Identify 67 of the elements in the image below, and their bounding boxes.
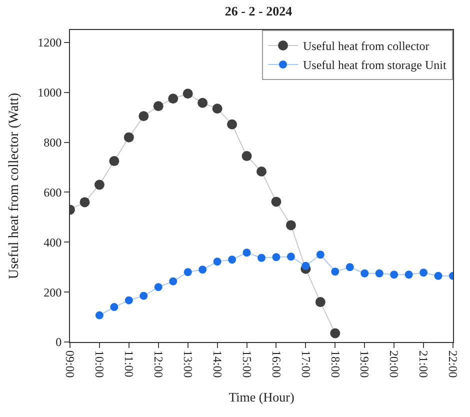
y-tick-label: 0 [56,335,62,350]
x-tick-label: 12:00 [151,350,166,378]
x-tick-label: 20:00 [387,350,402,378]
point [420,268,428,277]
point [346,263,354,272]
point [258,254,266,262]
point [316,250,324,259]
point [168,94,178,104]
point [124,296,133,304]
x-tick-label: 09:00 [63,350,78,378]
x-tick-label: 21:00 [416,350,431,378]
point [80,197,90,208]
point [228,256,236,264]
point [198,98,208,108]
point [95,311,104,320]
x-tick-label: 17:00 [298,350,313,378]
x-tick-label: 19:00 [358,350,372,378]
point [360,269,369,278]
point [184,268,192,276]
point [286,220,296,230]
point [154,283,162,292]
point [227,119,238,130]
chart-title: 26 - 2 - 2024 [224,3,293,18]
point [140,292,148,300]
point [404,270,413,279]
point [390,270,398,279]
legend-label: Useful heat from collector [303,39,430,54]
x-tick-label: 18:00 [328,350,342,378]
point [434,272,442,280]
point [169,277,178,286]
x-tick-label: 14:00 [210,350,224,378]
x-tick-label: 10:00 [92,350,107,378]
point [182,88,193,99]
point [242,248,251,257]
y-axis-title: Useful heat from collector (Watt) [7,92,22,280]
point [375,269,384,278]
point [138,111,149,122]
y-tick-label: 1200 [38,36,62,50]
point [330,328,340,338]
point [286,252,295,261]
point [153,101,164,112]
point [213,258,222,266]
point [272,253,280,262]
legend-label: Useful heat from storage Unit [303,58,447,72]
point [331,268,340,276]
x-tick-label: 13:00 [180,350,195,378]
point [212,104,222,114]
x-tick-label: 22:00 [446,350,460,378]
y-tick-label: 1000 [38,86,62,100]
point [302,262,310,270]
point [110,303,118,312]
point [198,266,207,274]
y-tick-label: 200 [44,285,62,300]
y-tick-label: 800 [44,136,62,150]
point [94,180,104,190]
x-axis-title: Time (Hour) [228,389,294,404]
point [242,151,252,162]
y-tick-label: 400 [44,235,62,250]
point [124,132,134,142]
x-tick-label: 15:00 [240,350,254,378]
x-tick-label: 16:00 [269,350,284,378]
point [315,297,326,308]
y-tick-label: 600 [44,185,62,200]
point [109,156,120,166]
x-tick-label: 11:00 [122,350,136,378]
point [271,196,282,207]
point [256,166,266,177]
